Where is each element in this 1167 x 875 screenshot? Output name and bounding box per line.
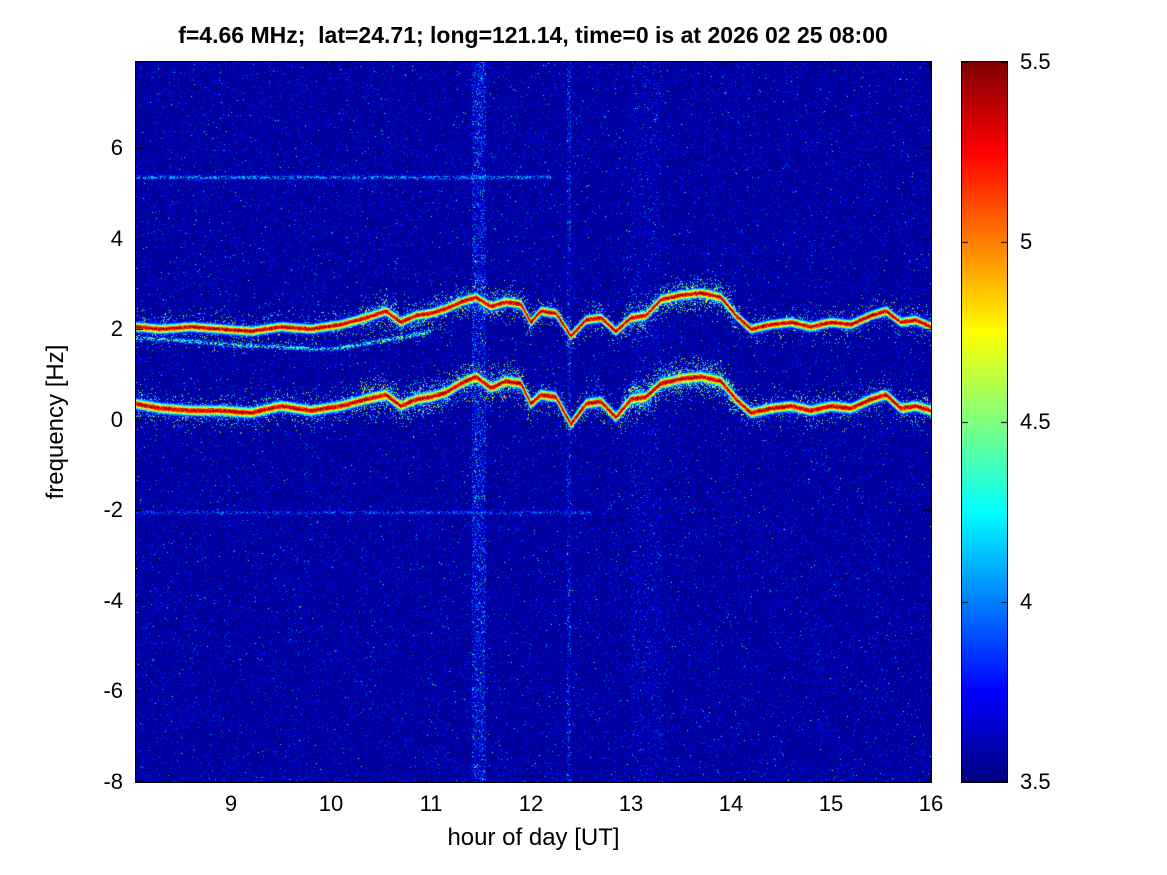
y-tick-label: -4: [103, 587, 123, 613]
x-tick-label: 14: [718, 791, 744, 816]
y-tick-label: 4: [110, 225, 123, 251]
x-tick-label: 16: [918, 791, 944, 816]
y-tick-label: -2: [103, 497, 123, 523]
y-tick-label: 6: [110, 135, 123, 161]
x-tick-label: 12: [518, 791, 544, 816]
colorbar-tick-label: 4.5: [1020, 409, 1051, 434]
x-tick-label: 9: [224, 791, 238, 816]
spectrogram-canvas: [135, 61, 932, 783]
y-tick-label: 0: [110, 406, 123, 432]
colorbar-tick-label: 5: [1020, 229, 1033, 254]
x-tick-label: 10: [318, 791, 344, 816]
y-axis-label: frequency [Hz]: [42, 344, 69, 500]
x-tick-label: 15: [818, 791, 844, 816]
x-axis-label: hour of day [UT]: [447, 824, 620, 851]
y-tick-label: 2: [110, 316, 123, 342]
colorbar-tick-label: 3.5: [1020, 769, 1051, 794]
colorbar-tick-label: 4: [1020, 589, 1033, 614]
colorbar-canvas: [961, 61, 1008, 783]
x-tick-label: 13: [618, 791, 644, 816]
y-tick-label: -6: [103, 678, 123, 704]
x-tick-label: 11: [419, 791, 443, 816]
y-tick-label: -8: [103, 769, 123, 794]
colorbar-tick-label: 5.5: [1020, 49, 1051, 74]
chart-title: f=4.66 MHz; lat=24.71; long=121.14, time…: [178, 22, 888, 48]
